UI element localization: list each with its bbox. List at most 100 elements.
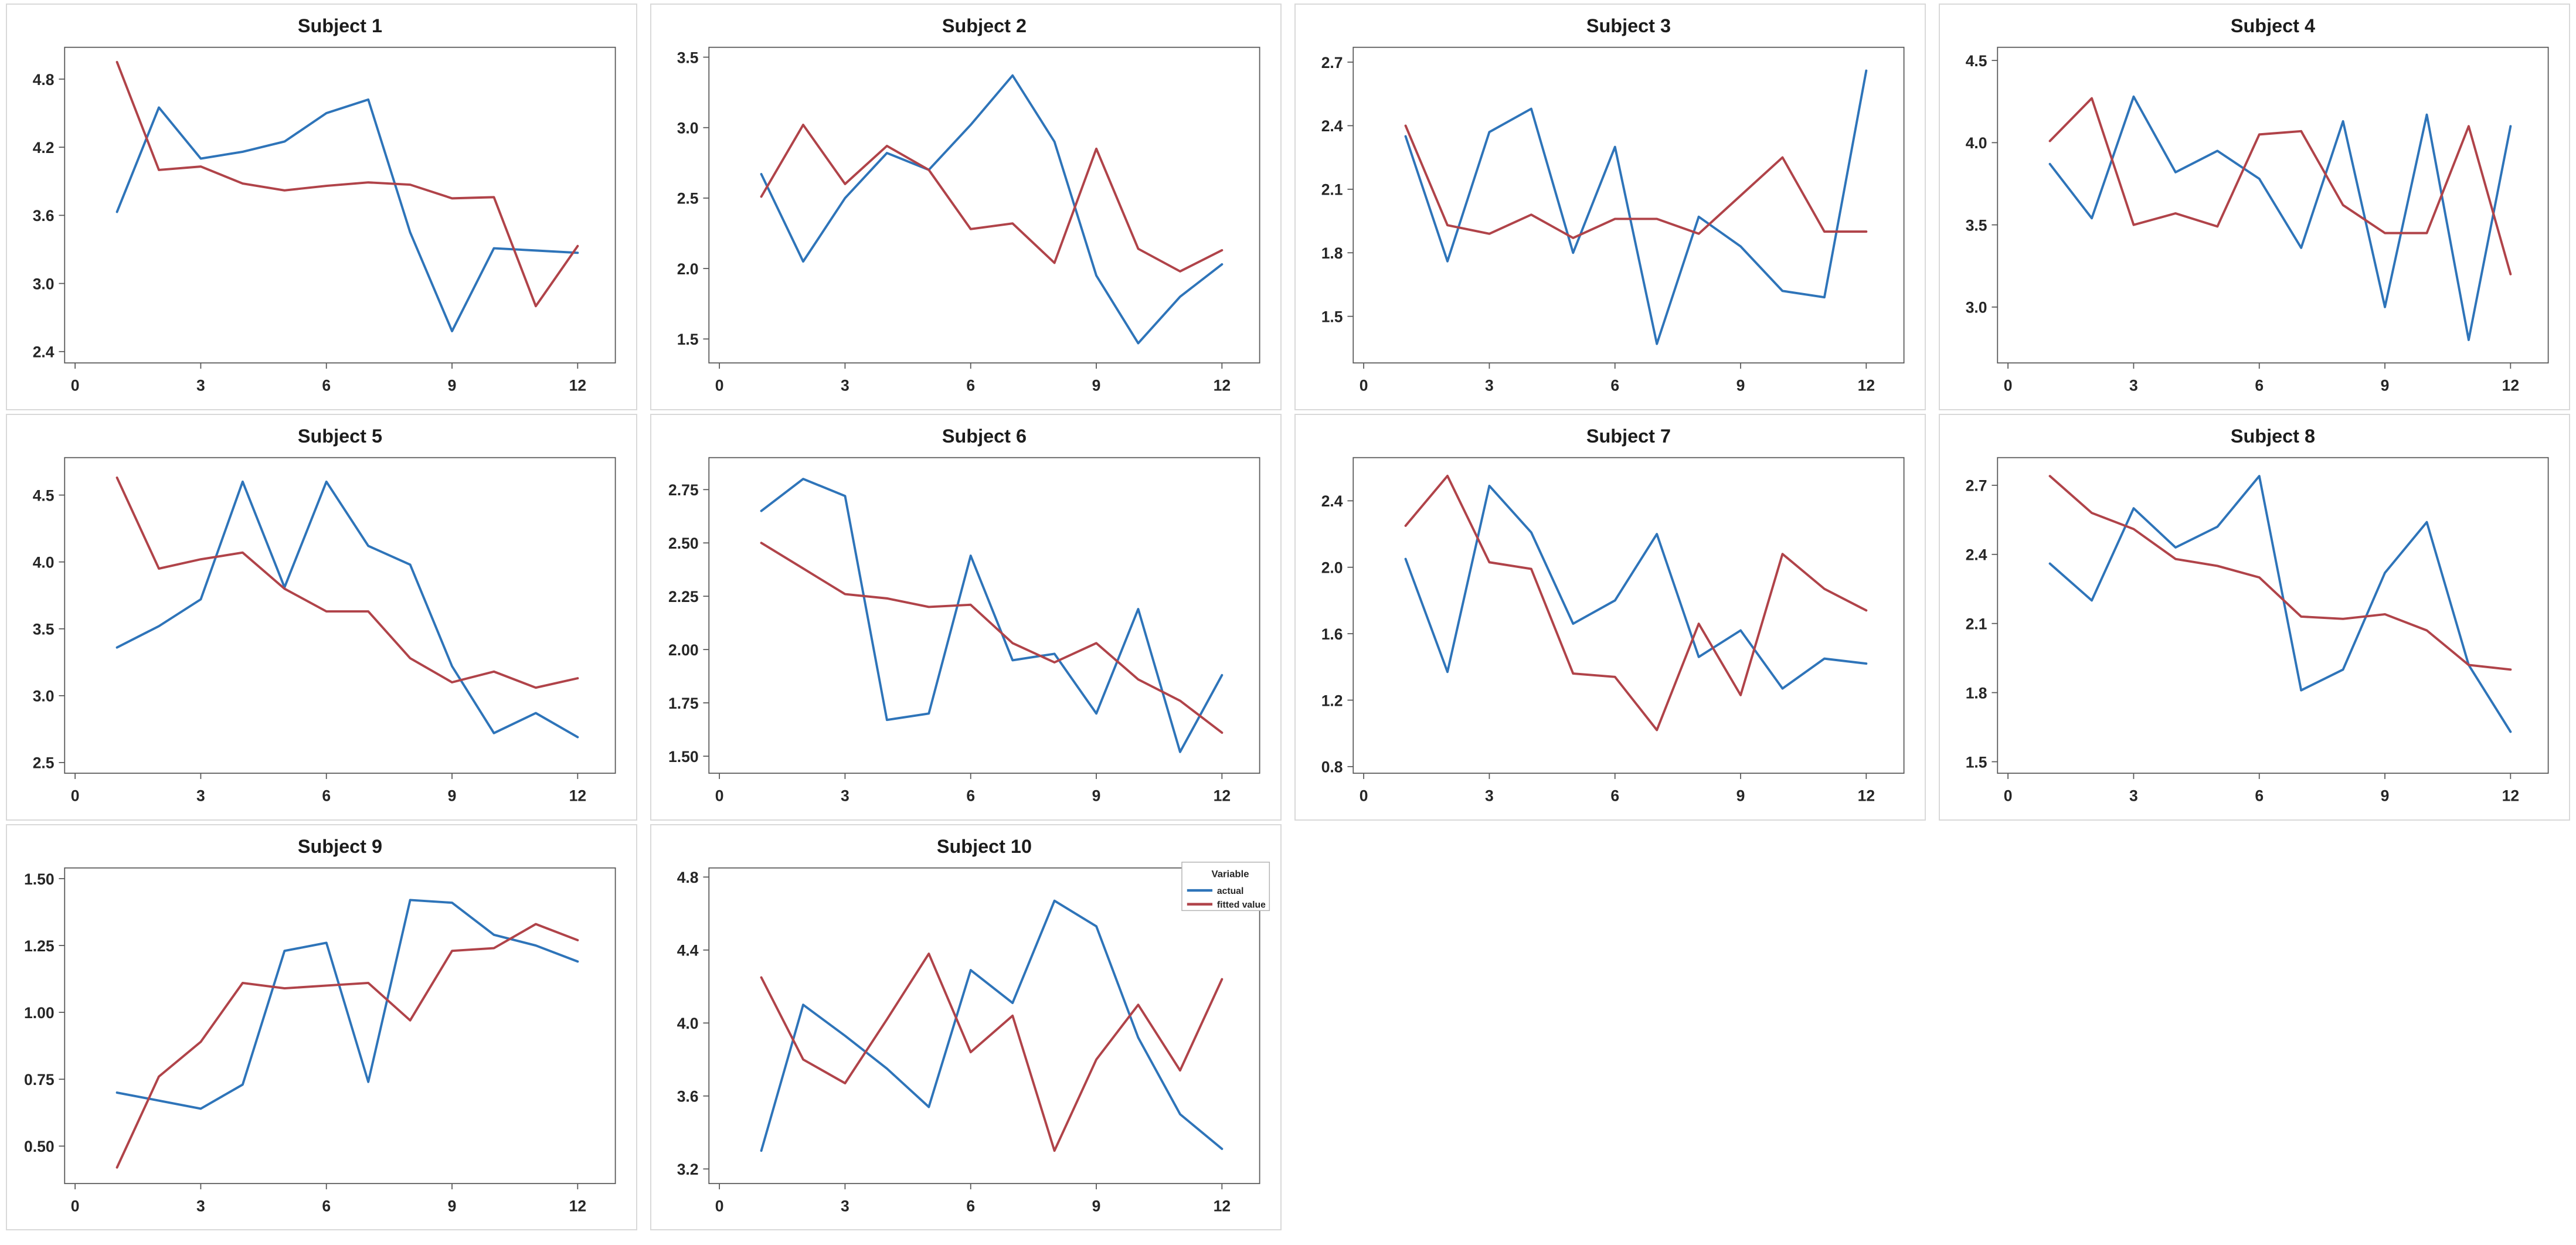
line-chart: Subject 9 0.50 0.75 1.00 1.25 1.50 0 3 6 9 12	[24, 836, 616, 1215]
legend-title: Variable	[1212, 868, 1249, 879]
actual-line	[115, 98, 579, 332]
x-tick-label: 9	[448, 1197, 457, 1215]
x-tick-label: 9	[2381, 376, 2390, 394]
fitted-value-line	[2048, 474, 2512, 671]
fitted-value-line	[115, 476, 579, 689]
y-axis-ticks: 1.5 1.8 2.1 2.4 2.7	[1321, 54, 1354, 325]
x-axis-ticks: 0 3 6 9 12	[1360, 773, 1875, 804]
y-tick-label: 4.8	[33, 71, 55, 89]
y-tick-label: 3.6	[677, 1087, 699, 1105]
x-tick-label: 9	[448, 787, 457, 804]
plot-frame	[64, 457, 616, 774]
chart-title: Subject 6	[942, 426, 1027, 447]
y-tick-label: 4.0	[33, 553, 55, 571]
y-tick-label: 2.1	[1966, 615, 1987, 632]
plot-frame	[1352, 457, 1905, 774]
fitted-value-line	[115, 923, 579, 1169]
subject-panel: Subject 9 0.50 0.75 1.00 1.25 1.50 0 3 6 9 12	[6, 824, 637, 1231]
y-axis-ticks: 3.2 3.6 4.0 4.4 4.8	[677, 869, 709, 1178]
actual-line	[2048, 95, 2512, 341]
y-tick-label: 3.0	[33, 275, 55, 292]
x-tick-label: 12	[2502, 787, 2520, 804]
x-tick-label: 3	[1485, 787, 1494, 804]
x-tick-label: 0	[1360, 787, 1368, 804]
y-tick-label: 2.4	[1966, 546, 1987, 563]
x-tick-label: 12	[1858, 376, 1875, 394]
x-tick-label: 0	[715, 787, 724, 804]
y-axis-ticks: 1.5 1.8 2.1 2.4 2.7	[1966, 477, 1998, 771]
x-tick-label: 3	[196, 1197, 205, 1215]
actual-line	[115, 899, 579, 1110]
x-tick-label: 6	[1610, 787, 1619, 804]
y-tick-label: 4.2	[33, 139, 55, 157]
chart-title: Subject 3	[1586, 15, 1671, 36]
x-tick-label: 3	[196, 787, 205, 804]
actual-line	[1404, 484, 1868, 690]
y-tick-label: 2.5	[33, 754, 55, 772]
y-tick-label: 3.0	[1966, 299, 1987, 317]
y-tick-label: 1.75	[668, 695, 699, 712]
y-tick-label: 1.5	[1321, 308, 1343, 325]
y-tick-label: 2.00	[668, 641, 699, 659]
x-tick-label: 0	[71, 376, 80, 394]
x-axis-ticks: 0 3 6 9 12	[71, 1183, 586, 1215]
plot-frame	[1997, 46, 2549, 364]
x-axis-ticks: 0 3 6 9 12	[2004, 773, 2519, 804]
y-tick-label: 2.25	[668, 588, 699, 606]
x-axis-ticks: 0 3 6 9 12	[715, 1183, 1231, 1215]
y-tick-label: 2.75	[668, 481, 699, 499]
x-tick-label: 0	[2004, 376, 2013, 394]
x-tick-label: 9	[1736, 787, 1745, 804]
x-tick-label: 3	[841, 1197, 849, 1215]
fitted-value-line	[760, 124, 1224, 273]
y-tick-label: 1.6	[1321, 625, 1343, 643]
y-tick-label: 1.8	[1966, 684, 1987, 702]
y-tick-label: 2.7	[1321, 54, 1343, 72]
legend-label: fitted value	[1217, 900, 1266, 910]
y-tick-label: 4.5	[33, 487, 55, 504]
x-axis-ticks: 0 3 6 9 12	[71, 773, 586, 804]
chart-title: Subject 9	[298, 836, 382, 857]
subject-panel: Subject 8 1.5 1.8 2.1 2.4 2.7 0 3 6 9 12	[1939, 413, 2570, 821]
legend-label: actual	[1217, 886, 1243, 896]
y-tick-label: 1.00	[24, 1004, 55, 1022]
y-axis-ticks: 2.5 3.0 3.5 4.0 4.5	[33, 487, 65, 772]
y-tick-label: 2.0	[677, 260, 699, 278]
x-tick-label: 12	[2502, 376, 2520, 394]
y-tick-label: 3.6	[33, 207, 55, 224]
x-tick-label: 12	[1214, 1197, 1231, 1215]
y-tick-label: 1.50	[24, 870, 55, 887]
actual-line	[1404, 69, 1868, 345]
plot-frame	[708, 867, 1260, 1184]
y-tick-label: 1.8	[1321, 244, 1343, 262]
fitted-value-line	[115, 60, 579, 308]
subject-panel: Subject 10 3.2 3.6 4.0 4.4 4.8 0 3 6 9 12 Variable a…	[650, 824, 1282, 1231]
y-tick-label: 2.4	[1321, 117, 1343, 135]
x-axis-ticks: 0 3 6 9 12	[715, 363, 1231, 394]
x-tick-label: 6	[2255, 787, 2264, 804]
y-tick-label: 4.0	[677, 1015, 699, 1032]
x-tick-label: 12	[1858, 787, 1875, 804]
y-tick-label: 2.7	[1966, 477, 1987, 494]
x-tick-label: 9	[1736, 376, 1745, 394]
line-chart: Subject 6 1.50 1.75 2.00 2.25 2.50 2.75 0 3 6 9 12	[668, 426, 1260, 804]
x-tick-label: 3	[841, 376, 849, 394]
subject-panel: Subject 3 1.5 1.8 2.1 2.4 2.7 0 3 6 9 12	[1294, 4, 1926, 410]
line-chart: Subject 10 3.2 3.6 4.0 4.4 4.8 0 3 6 9 12 Variable a…	[677, 836, 1270, 1215]
chart-title: Subject 5	[298, 426, 382, 447]
y-axis-ticks: 0.50 0.75 1.00 1.25 1.50	[24, 870, 65, 1155]
y-tick-label: 1.5	[677, 331, 699, 348]
x-tick-label: 9	[448, 376, 457, 394]
line-chart: Subject 3 1.5 1.8 2.1 2.4 2.7 0 3 6 9 12	[1321, 15, 1905, 394]
y-tick-label: 0.8	[1321, 758, 1343, 775]
y-axis-ticks: 1.5 2.0 2.5 3.0 3.5	[677, 49, 709, 348]
x-tick-label: 0	[715, 376, 724, 394]
subject-panel: Subject 2 1.5 2.0 2.5 3.0 3.5 0 3 6 9 12	[650, 4, 1282, 410]
actual-line	[760, 899, 1224, 1152]
subject-panel: Subject 7 0.8 1.2 1.6 2.0 2.4 0 3 6 9 12	[1294, 413, 1926, 821]
y-tick-label: 1.5	[1966, 753, 1987, 771]
chart-title: Subject 1	[298, 15, 382, 36]
x-axis-ticks: 0 3 6 9 12	[2004, 363, 2519, 394]
y-tick-label: 2.50	[668, 535, 699, 552]
